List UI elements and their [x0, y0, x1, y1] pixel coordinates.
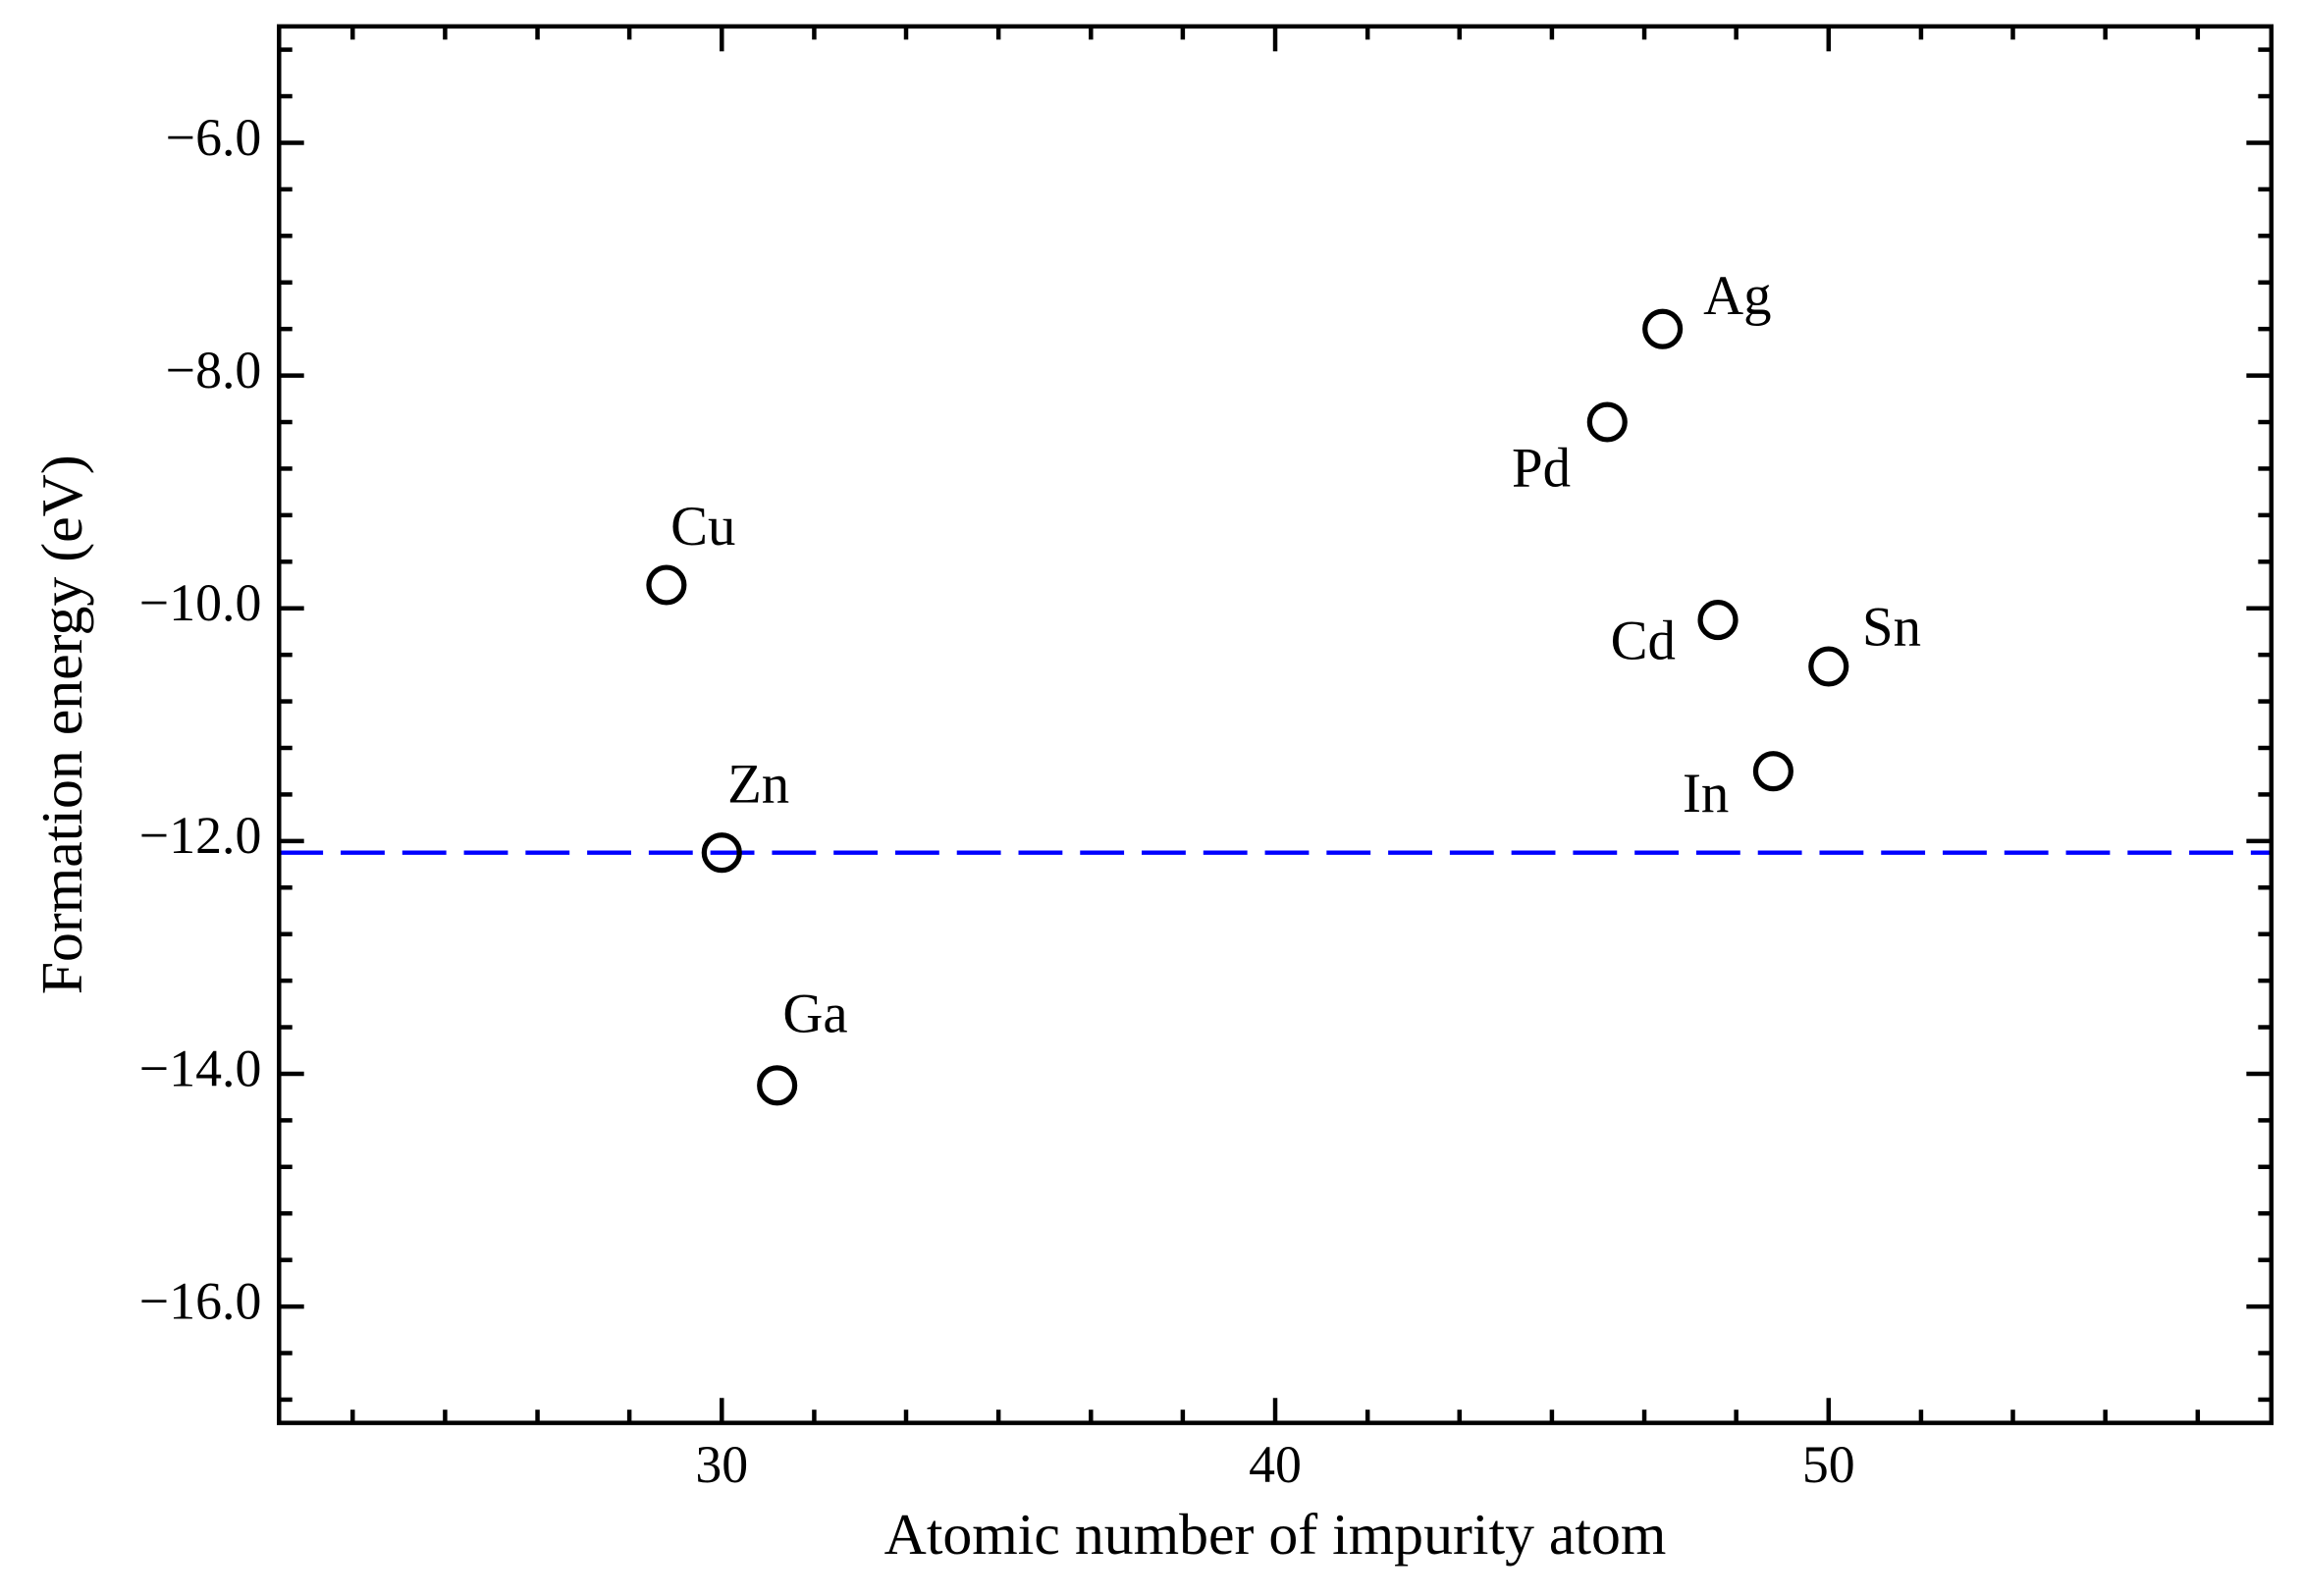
data-point [1752, 751, 1793, 792]
point-label: Sn [1862, 597, 1921, 659]
point-label: Cd [1611, 611, 1676, 672]
point-label: Pd [1512, 437, 1571, 499]
y-tick-label: −16.0 [139, 1271, 261, 1330]
data-point [646, 564, 687, 606]
data-point [1808, 646, 1849, 687]
point-label: Ga [782, 984, 847, 1045]
data-point [1586, 401, 1628, 443]
y-tick-label: −8.0 [166, 341, 262, 399]
data-point [1642, 308, 1684, 349]
point-label: Ag [1703, 265, 1771, 327]
x-tick-label: 30 [695, 1435, 748, 1494]
point-label: Cu [670, 496, 735, 558]
data-point [757, 1065, 798, 1106]
y-tick-label: −6.0 [166, 108, 262, 167]
data-point [701, 832, 742, 874]
data-point [1697, 600, 1739, 641]
y-tick-label: −12.0 [139, 806, 261, 865]
point-label: In [1683, 763, 1729, 825]
x-axis-title: Atomic number of impurity atom [884, 1502, 1667, 1567]
point-label: Zn [727, 753, 789, 815]
y-tick-label: −14.0 [139, 1038, 261, 1097]
x-tick-label: 50 [1802, 1435, 1855, 1494]
x-tick-label: 40 [1249, 1435, 1302, 1494]
y-tick-label: −10.0 [139, 573, 261, 632]
y-axis-title: Formation energy (eV) [29, 454, 94, 994]
plot-frame [277, 24, 2274, 1425]
